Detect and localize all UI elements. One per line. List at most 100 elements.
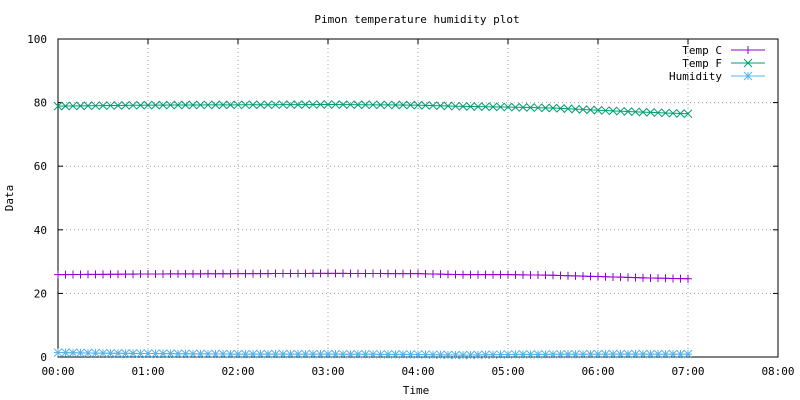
data-point	[429, 270, 437, 279]
data-point	[391, 100, 400, 110]
data-point	[496, 270, 505, 279]
x-tick-label: 02:00	[221, 365, 254, 378]
data-point	[196, 349, 205, 359]
data-point	[91, 101, 100, 111]
data-point	[466, 102, 475, 111]
data-point	[376, 349, 385, 359]
data-point	[143, 100, 153, 110]
data-point	[114, 270, 122, 279]
data-point	[248, 100, 258, 110]
data-point	[563, 104, 573, 114]
data-point	[159, 269, 167, 278]
data-point	[503, 102, 513, 112]
data-point	[623, 349, 633, 359]
data-point	[601, 272, 610, 281]
data-point	[301, 100, 310, 109]
data-point	[263, 100, 273, 110]
data-point	[541, 103, 550, 113]
x-tick-label: 06:00	[581, 365, 614, 378]
data-point	[383, 100, 393, 110]
data-point	[384, 269, 392, 278]
data-point	[361, 349, 370, 359]
data-point	[683, 109, 693, 119]
data-point	[331, 269, 340, 278]
data-point	[436, 101, 445, 111]
data-point	[264, 269, 272, 278]
data-point	[638, 349, 648, 359]
data-point	[676, 109, 685, 118]
x-tick-label: 08:00	[761, 365, 794, 378]
data-point	[488, 102, 498, 112]
data-point	[338, 349, 348, 359]
data-point	[189, 269, 197, 278]
data-point	[376, 269, 385, 278]
data-point	[68, 101, 78, 111]
data-point	[368, 100, 378, 110]
data-point	[586, 349, 595, 359]
data-point	[271, 349, 280, 359]
data-point	[398, 350, 408, 359]
data-point	[219, 269, 227, 278]
data-point	[511, 102, 520, 112]
data-point	[548, 103, 558, 113]
data-point	[526, 350, 535, 359]
data-point	[654, 274, 662, 283]
data-point	[526, 270, 535, 279]
data-point	[181, 349, 190, 359]
data-point	[234, 269, 242, 278]
data-point	[578, 349, 588, 359]
x-tick-label: 03:00	[311, 365, 344, 378]
data-point	[256, 269, 265, 278]
data-point	[571, 271, 580, 280]
x-tick-label: 00:00	[41, 365, 74, 378]
data-point	[226, 349, 235, 359]
data-point	[511, 270, 520, 279]
data-point	[638, 107, 648, 117]
data-point	[414, 269, 422, 278]
data-point	[421, 350, 430, 359]
data-point	[684, 274, 692, 283]
data-point	[616, 273, 625, 282]
data-point	[166, 269, 175, 278]
data-point	[278, 349, 288, 359]
data-point	[466, 270, 475, 279]
data-point	[279, 269, 287, 278]
data-point	[271, 269, 280, 278]
data-point	[406, 269, 415, 278]
data-point	[398, 100, 408, 110]
data-point	[511, 350, 520, 359]
data-point	[601, 349, 610, 359]
data-point	[316, 269, 325, 278]
y-tick-label: 100	[27, 33, 47, 46]
data-point	[278, 100, 288, 110]
data-point	[616, 106, 625, 116]
data-point	[466, 350, 475, 360]
data-point	[203, 349, 213, 359]
data-point	[571, 349, 580, 359]
legend-label: Temp C	[682, 44, 722, 57]
data-point	[293, 100, 303, 109]
y-tick-label: 0	[40, 351, 47, 364]
data-point	[106, 101, 115, 110]
data-point	[668, 349, 678, 359]
data-point	[451, 350, 460, 360]
data-point	[646, 349, 655, 359]
y-axis-label: Data	[3, 185, 16, 212]
data-point	[249, 269, 257, 278]
data-point	[503, 350, 513, 359]
data-point	[541, 271, 550, 280]
data-point	[188, 349, 198, 359]
data-point	[391, 350, 400, 359]
data-point	[346, 100, 355, 110]
legend-label: Humidity	[669, 70, 722, 83]
data-point	[196, 269, 205, 278]
data-point	[631, 349, 640, 359]
data-point	[526, 103, 535, 112]
data-point	[624, 273, 632, 282]
data-point	[316, 100, 325, 109]
data-point	[541, 349, 550, 359]
data-point	[421, 269, 430, 278]
data-point	[53, 348, 63, 357]
data-point	[136, 270, 145, 279]
data-point	[548, 349, 558, 359]
